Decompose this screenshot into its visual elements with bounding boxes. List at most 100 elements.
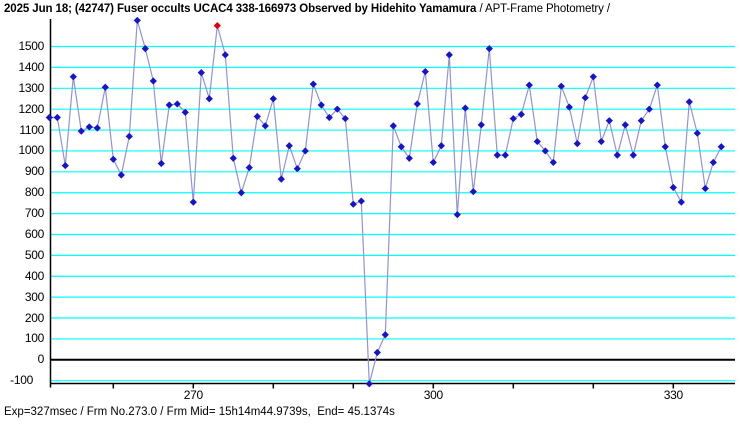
data-point-marker bbox=[669, 183, 677, 192]
data-point-marker bbox=[605, 117, 613, 125]
data-point-marker bbox=[405, 154, 413, 162]
data-point-marker bbox=[85, 123, 93, 131]
data-point-marker bbox=[157, 159, 165, 168]
data-point-marker bbox=[613, 151, 621, 159]
data-point-marker bbox=[93, 124, 101, 132]
y-axis-labels: -100 0 100 200 300 400 500 600 700 800 900 1000 1100… bbox=[0, 0, 45, 400]
y-tick-label: 1300 bbox=[18, 80, 45, 95]
status-bar: Exp=327msec / Frm No.273.0 / Frm Mid= 15… bbox=[4, 406, 395, 418]
data-point-marker bbox=[461, 104, 469, 112]
data-point-marker bbox=[325, 113, 333, 122]
data-point-marker bbox=[701, 184, 709, 193]
data-point-marker bbox=[245, 164, 253, 172]
data-point-marker bbox=[437, 142, 445, 150]
x-tick-label: 330 bbox=[663, 388, 683, 402]
data-point-marker bbox=[301, 147, 309, 155]
data-point-marker bbox=[525, 81, 533, 89]
data-point-marker bbox=[221, 51, 229, 59]
data-point-marker bbox=[133, 16, 141, 25]
data-point-marker bbox=[333, 105, 341, 113]
y-tick-label: 700 bbox=[24, 206, 44, 221]
data-point-marker bbox=[69, 73, 77, 81]
data-point-marker bbox=[349, 200, 357, 208]
data-point-marker bbox=[493, 151, 501, 159]
data-point-marker bbox=[261, 122, 269, 130]
data-point-marker bbox=[541, 147, 549, 155]
data-point-marker bbox=[693, 129, 701, 137]
data-point-marker bbox=[429, 158, 437, 167]
data-point-marker bbox=[141, 45, 149, 53]
data-point-marker bbox=[661, 143, 669, 151]
data-point-marker bbox=[117, 171, 125, 179]
y-tick-label: 1400 bbox=[18, 59, 45, 74]
data-point-marker bbox=[205, 95, 213, 103]
data-point-marker bbox=[453, 211, 461, 219]
data-point-marker bbox=[253, 112, 261, 121]
data-point-marker bbox=[621, 121, 629, 129]
data-point-marker bbox=[709, 158, 717, 167]
data-point-marker bbox=[717, 143, 725, 151]
light-curve-line bbox=[49, 19, 722, 385]
data-point-marker bbox=[397, 143, 405, 151]
data-point-marker bbox=[413, 100, 421, 108]
data-point-marker bbox=[109, 155, 117, 163]
data-point-marker bbox=[285, 142, 293, 150]
data-point-marker-selected bbox=[213, 22, 221, 30]
data-point-marker bbox=[309, 80, 317, 88]
data-point-marker bbox=[517, 110, 525, 119]
data-point-marker bbox=[581, 94, 589, 102]
data-point-marker bbox=[501, 151, 509, 159]
data-point-marker bbox=[421, 67, 429, 76]
data-point-marker bbox=[389, 122, 397, 130]
data-point-marker bbox=[685, 98, 693, 106]
chart-title: 2025 Jun 18; (42747) Fuser occults UCAC4… bbox=[4, 3, 610, 15]
y-tick-label: 100 bbox=[24, 331, 44, 346]
data-point-marker bbox=[45, 113, 53, 122]
data-point-marker bbox=[533, 137, 541, 146]
x-tick-label: 270 bbox=[183, 388, 203, 402]
data-point-marker bbox=[149, 77, 157, 85]
data-point-marker bbox=[573, 140, 581, 148]
data-point-marker bbox=[637, 117, 645, 125]
data-point-marker bbox=[341, 114, 349, 123]
data-point-marker bbox=[565, 103, 573, 111]
data-point-marker bbox=[485, 45, 493, 53]
y-tick-label: 900 bbox=[24, 164, 44, 179]
y-tick-label: 1200 bbox=[18, 101, 45, 116]
data-point-marker bbox=[269, 95, 277, 103]
y-tick-label: 400 bbox=[24, 268, 44, 283]
data-point-marker bbox=[125, 132, 133, 140]
data-point-marker bbox=[549, 158, 557, 167]
x-tick-label: 300 bbox=[423, 388, 443, 402]
data-point-marker bbox=[181, 108, 189, 116]
data-point-marker bbox=[197, 69, 205, 77]
chart-title-suffix: / APT-Frame Photometry / bbox=[476, 3, 610, 15]
data-point-marker bbox=[229, 154, 237, 162]
data-point-marker bbox=[317, 101, 325, 109]
data-point-marker bbox=[469, 188, 477, 196]
data-point-marker bbox=[373, 348, 381, 357]
y-tick-label: 1500 bbox=[18, 39, 45, 54]
chart-title-main: 2025 Jun 18; (42747) Fuser occults UCAC4… bbox=[4, 3, 477, 15]
data-point-marker bbox=[645, 105, 653, 113]
data-point-marker bbox=[173, 100, 181, 108]
data-point-marker bbox=[629, 151, 637, 159]
data-point-marker bbox=[445, 51, 453, 59]
y-tick-label: 300 bbox=[24, 289, 44, 304]
data-point-marker bbox=[365, 380, 373, 388]
data-point-marker bbox=[237, 189, 245, 197]
data-point-marker bbox=[277, 175, 285, 183]
data-point-marker bbox=[189, 198, 197, 206]
data-point-marker bbox=[77, 127, 85, 135]
data-point-marker bbox=[557, 82, 565, 90]
y-tick-label: 600 bbox=[24, 226, 44, 241]
data-point-marker bbox=[381, 331, 389, 339]
data-point-marker bbox=[101, 83, 109, 91]
data-point-marker bbox=[597, 137, 605, 146]
y-tick-label: 800 bbox=[24, 185, 44, 200]
data-point-marker bbox=[53, 113, 61, 122]
data-point-marker bbox=[589, 73, 597, 81]
y-tick-label: 1100 bbox=[19, 122, 44, 137]
